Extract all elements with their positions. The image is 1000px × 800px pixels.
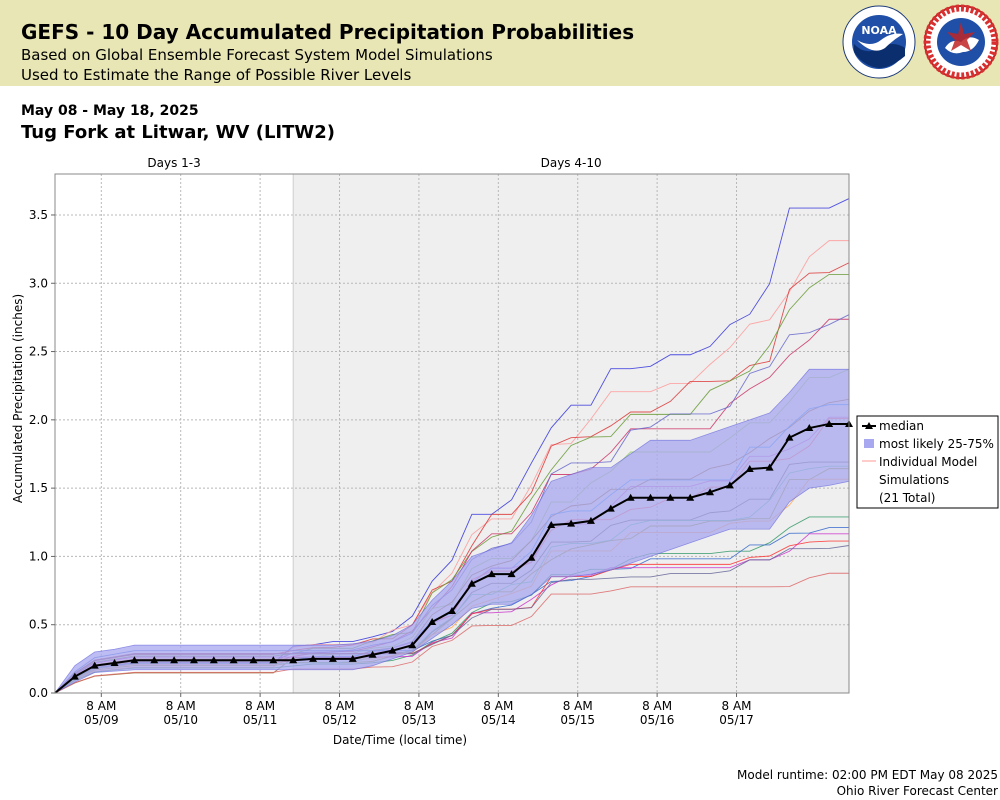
legend-member-count: (21 Total) xyxy=(879,491,935,505)
median-marker xyxy=(745,465,754,473)
noaa-logo: NOAA xyxy=(842,5,916,79)
median-marker xyxy=(150,656,159,664)
median-marker xyxy=(130,656,139,664)
plot-frame xyxy=(54,173,850,694)
median-marker xyxy=(825,419,834,427)
x-tick-label-time: 8 AM xyxy=(245,699,275,713)
noaa-logo-text: NOAA xyxy=(861,24,897,37)
median-marker xyxy=(189,656,198,664)
median-marker xyxy=(368,650,377,658)
median-marker xyxy=(90,661,99,669)
x-tick-label-time: 8 AM xyxy=(86,699,116,713)
y-tick-label: 2.5 xyxy=(29,345,48,359)
median-marker xyxy=(408,641,417,649)
median-marker xyxy=(269,656,278,664)
x-tick-label-date: 05/13 xyxy=(402,713,437,727)
legend-member-label: Individual Model xyxy=(879,455,977,469)
x-tick-label-time: 8 AM xyxy=(325,699,355,713)
x-tick-label-time: 8 AM xyxy=(563,699,593,713)
legend-median-marker xyxy=(865,422,873,429)
x-tick-label-time: 8 AM xyxy=(404,699,434,713)
median-marker xyxy=(448,607,456,615)
header-banner: GEFS - 10 Day Accumulated Precipitation … xyxy=(0,0,1000,86)
median-marker xyxy=(110,658,119,666)
x-tick-label-date: 05/16 xyxy=(640,713,675,727)
x-tick-label-date: 05/10 xyxy=(163,713,198,727)
y-axis-label: Accumulated Precipitation (inches) xyxy=(11,294,25,503)
median-marker xyxy=(487,570,496,578)
page-subtitle-1: Based on Global Ensemble Forecast System… xyxy=(21,46,493,64)
legend-member-label-2: Simulations xyxy=(879,473,949,487)
median-marker xyxy=(348,654,357,662)
x-tick-label-date: 05/11 xyxy=(243,713,278,727)
median-marker xyxy=(309,654,318,662)
date-range: May 08 - May 18, 2025 xyxy=(21,103,199,119)
legend-band-label: most likely 25-75% xyxy=(879,437,994,451)
median-marker xyxy=(805,424,814,432)
period-label: Days 1-3 xyxy=(147,156,200,170)
x-tick-label-date: 05/12 xyxy=(322,713,357,727)
median-marker xyxy=(765,463,774,471)
median-marker xyxy=(606,504,615,512)
y-tick-label: 0.5 xyxy=(29,618,48,632)
median-marker xyxy=(785,433,794,441)
x-tick-label-time: 8 AM xyxy=(166,699,196,713)
median-marker xyxy=(527,553,536,561)
median-marker xyxy=(170,656,179,664)
y-tick-label: 1.5 xyxy=(29,481,48,495)
median-marker xyxy=(706,488,715,496)
y-tick-label: 1.0 xyxy=(29,549,48,563)
x-tick-label-date: 05/17 xyxy=(719,713,754,727)
x-tick-label-time: 8 AM xyxy=(722,699,752,713)
x-tick-label-date: 05/14 xyxy=(481,713,516,727)
legend-box xyxy=(856,415,999,509)
median-marker xyxy=(229,656,238,664)
median-marker xyxy=(507,570,516,578)
x-tick-label-date: 05/15 xyxy=(560,713,595,727)
period-label: Days 4-10 xyxy=(541,156,602,170)
page-subtitle-2: Used to Estimate the Range of Possible R… xyxy=(21,66,412,84)
median-marker xyxy=(289,656,298,664)
median-marker xyxy=(467,579,476,587)
median-marker xyxy=(686,493,695,501)
median-marker xyxy=(328,654,337,662)
median-marker xyxy=(547,521,556,529)
median-marker xyxy=(646,493,655,501)
station-name: Tug Fork at Litwar, WV (LITW2) xyxy=(21,122,336,143)
x-axis-label: Date/Time (local time) xyxy=(333,733,467,747)
median-marker xyxy=(388,646,397,654)
nws-logo xyxy=(923,4,999,80)
legend-band-swatch xyxy=(864,439,874,448)
y-tick-label: 3.0 xyxy=(29,276,48,290)
median-marker xyxy=(586,516,595,524)
median-marker xyxy=(70,672,79,680)
x-tick-label-date: 05/09 xyxy=(84,713,119,727)
median-marker xyxy=(428,617,437,625)
member-line xyxy=(54,572,849,694)
x-tick-label-time: 8 AM xyxy=(483,699,513,713)
median-marker xyxy=(209,656,218,664)
median-marker xyxy=(725,481,734,489)
y-tick-label: 2.0 xyxy=(29,413,48,427)
y-tick-label: 3.5 xyxy=(29,208,48,222)
median-marker xyxy=(666,493,675,501)
median-marker xyxy=(626,493,635,501)
median-marker xyxy=(249,656,258,664)
page-title: GEFS - 10 Day Accumulated Precipitation … xyxy=(21,20,635,44)
forecast-center: Ohio River Forecast Center xyxy=(836,784,998,798)
y-tick-label: 0.0 xyxy=(29,686,48,700)
legend-median-label: median xyxy=(879,419,924,433)
median-marker xyxy=(567,519,576,527)
model-runtime: Model runtime: 02:00 PM EDT May 08 2025 xyxy=(737,768,998,782)
x-tick-label-time: 8 AM xyxy=(642,699,672,713)
